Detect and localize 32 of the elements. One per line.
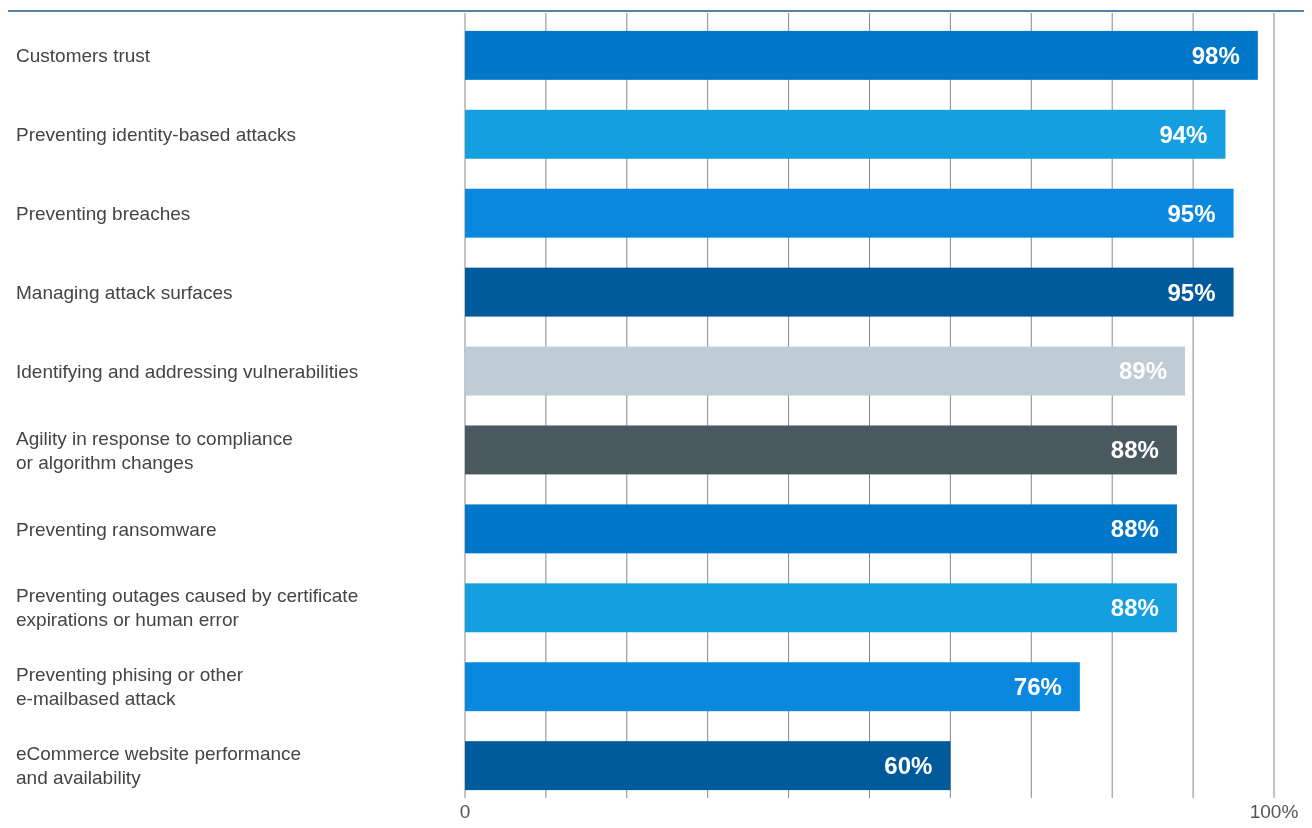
data-label: 98% xyxy=(1191,41,1240,69)
y-tick-label: Preventing breaches xyxy=(16,202,191,224)
bar xyxy=(465,583,1177,633)
bar xyxy=(465,267,1234,317)
data-label: 89% xyxy=(1118,357,1168,385)
bar xyxy=(465,504,1177,554)
x-tick-label: 100% xyxy=(1249,801,1299,822)
data-label: 94% xyxy=(1159,120,1208,148)
y-tick-label: Preventing phising or other e-mailbased attack xyxy=(16,664,244,710)
data-label: 95% xyxy=(1167,199,1216,227)
bar xyxy=(465,741,951,791)
bar xyxy=(465,346,1186,396)
x-tick-label: 0 xyxy=(459,801,471,822)
y-tick-label: Preventing outages caused by certificate expirations or human error xyxy=(16,585,359,631)
bar xyxy=(465,30,1258,80)
y-tick-label: Managing attack surfaces xyxy=(16,281,233,303)
y-tick-label: Preventing ransomware xyxy=(16,518,217,540)
data-label: 95% xyxy=(1167,278,1216,306)
bar xyxy=(465,109,1226,159)
y-tick-label: Customers trust xyxy=(16,45,151,67)
data-label: 76% xyxy=(1013,673,1062,701)
data-label: 88% xyxy=(1110,594,1159,622)
data-label: 60% xyxy=(884,752,933,780)
y-tick-label: Identifying and addressing vulnerabilities xyxy=(16,360,359,382)
y-tick-label: Preventing identity-based attacks xyxy=(16,123,296,145)
y-tick-label: Agility in response to compliance or algorithm changes xyxy=(16,427,293,473)
bar xyxy=(465,188,1234,238)
bar xyxy=(465,662,1080,712)
data-label: 88% xyxy=(1110,515,1159,543)
data-label: 88% xyxy=(1110,436,1159,464)
bar xyxy=(465,425,1177,475)
y-tick-label: eCommerce website performance and availability xyxy=(16,743,302,789)
